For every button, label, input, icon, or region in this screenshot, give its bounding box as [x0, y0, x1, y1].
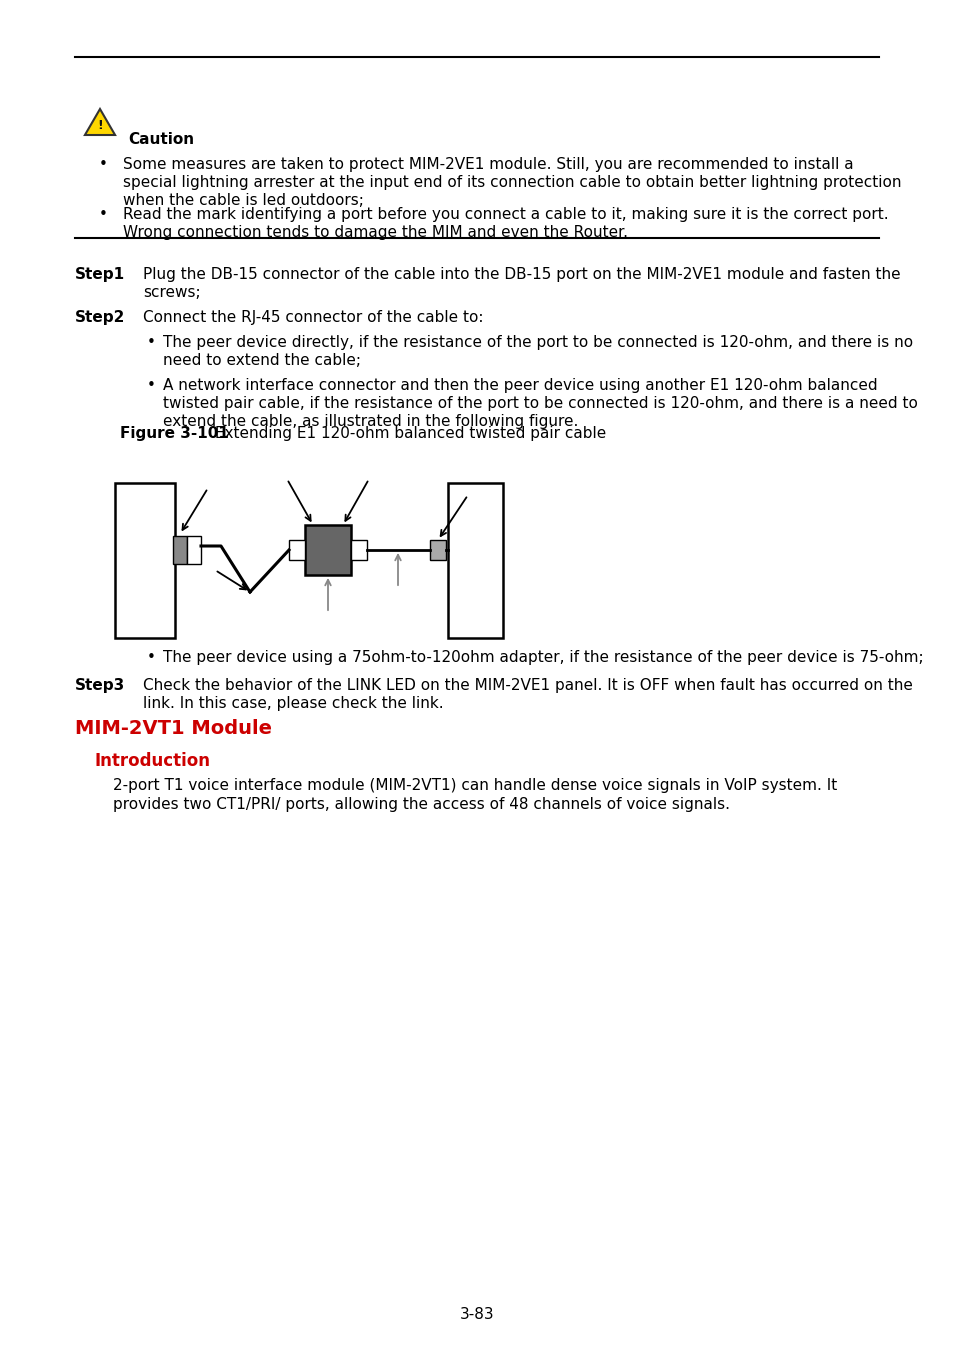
Bar: [351, 540, 367, 560]
Text: Step2: Step2: [75, 310, 125, 325]
Text: Extending E1 120-ohm balanced twisted pair cable: Extending E1 120-ohm balanced twisted pa…: [210, 427, 605, 441]
Text: •: •: [147, 335, 155, 350]
Text: special lightning arrester at the input end of its connection cable to obtain be: special lightning arrester at the input …: [123, 176, 901, 190]
Bar: [448, 483, 502, 639]
Text: A network interface connector and then the peer device using another E1 120-ohm : A network interface connector and then t…: [163, 378, 877, 393]
Text: Step3: Step3: [75, 678, 125, 693]
Text: Some measures are taken to protect MIM-2VE1 module. Still, you are recommended t: Some measures are taken to protect MIM-2…: [123, 157, 853, 171]
Bar: [289, 540, 305, 560]
Text: Connect the RJ-45 connector of the cable to:: Connect the RJ-45 connector of the cable…: [143, 310, 483, 325]
Text: provides two CT1/PRI/ ports, allowing the access of 48 channels of voice signals: provides two CT1/PRI/ ports, allowing th…: [112, 796, 729, 811]
Text: Check the behavior of the LINK LED on the MIM-2VE1 panel. It is OFF when fault h: Check the behavior of the LINK LED on th…: [143, 678, 912, 693]
Text: Introduction: Introduction: [95, 752, 211, 769]
Text: The peer device using a 75ohm-to-120ohm adapter, if the resistance of the peer d: The peer device using a 75ohm-to-120ohm …: [163, 649, 923, 666]
Bar: [115, 483, 174, 639]
Text: •: •: [98, 157, 108, 171]
Text: Wrong connection tends to damage the MIM and even the Router.: Wrong connection tends to damage the MIM…: [123, 225, 627, 240]
Text: Plug the DB-15 connector of the cable into the DB-15 port on the MIM-2VE1 module: Plug the DB-15 connector of the cable in…: [143, 267, 900, 282]
Bar: [187, 536, 201, 564]
Polygon shape: [85, 109, 115, 135]
Text: when the cable is led outdoors;: when the cable is led outdoors;: [123, 193, 363, 208]
Text: •: •: [147, 649, 155, 666]
Text: Figure 3-101: Figure 3-101: [120, 427, 229, 441]
Text: Caution: Caution: [128, 132, 193, 147]
Text: MIM-2VT1 Module: MIM-2VT1 Module: [75, 720, 272, 738]
Text: screws;: screws;: [143, 285, 200, 300]
Text: !: !: [97, 119, 103, 131]
Text: extend the cable, as illustrated in the following figure.: extend the cable, as illustrated in the …: [163, 414, 578, 429]
Text: Step1: Step1: [75, 267, 125, 282]
Text: twisted pair cable, if the resistance of the port to be connected is 120-ohm, an: twisted pair cable, if the resistance of…: [163, 396, 917, 410]
Text: Read the mark identifying a port before you connect a cable to it, making sure i: Read the mark identifying a port before …: [123, 207, 887, 221]
Text: link. In this case, please check the link.: link. In this case, please check the lin…: [143, 697, 443, 711]
Text: The peer device directly, if the resistance of the port to be connected is 120-o: The peer device directly, if the resista…: [163, 335, 912, 350]
Bar: [430, 540, 446, 560]
Text: •: •: [98, 207, 108, 221]
Text: need to extend the cable;: need to extend the cable;: [163, 352, 360, 369]
Text: •: •: [147, 378, 155, 393]
Bar: [305, 525, 351, 575]
Text: 3-83: 3-83: [459, 1307, 494, 1322]
Bar: [172, 536, 187, 564]
Text: 2-port T1 voice interface module (MIM-2VT1) can handle dense voice signals in Vo: 2-port T1 voice interface module (MIM-2V…: [112, 778, 837, 792]
